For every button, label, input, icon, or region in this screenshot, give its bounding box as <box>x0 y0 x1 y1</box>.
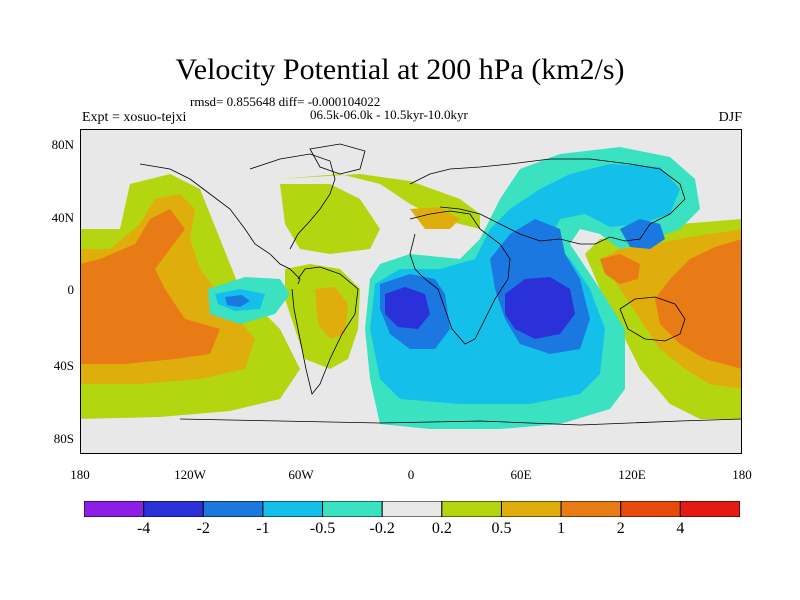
colorbar <box>84 501 740 517</box>
colorbar-swatch <box>441 501 502 517</box>
stats-subtitle: rmsd= 0.855648 diff= -0.000104022 <box>190 94 381 109</box>
lat-tick-label-40s: 40S <box>53 358 74 373</box>
field-central-pacific <box>80 174 300 419</box>
colorbar-swatch <box>84 501 145 517</box>
colorbar-swatch <box>560 501 622 517</box>
lon-tick-label-180w: 180 <box>70 467 90 482</box>
map-plot <box>80 129 742 454</box>
field-north-atlantic <box>280 174 480 254</box>
colorbar-label-6: 0.2 <box>431 520 452 537</box>
colorbar-swatch <box>143 501 204 517</box>
colorbar-swatch <box>322 501 383 517</box>
lon-tick-label-0: 0 <box>407 467 415 482</box>
experiment-label: Expt = xosuo-tejxi <box>82 110 187 125</box>
colorbar-swatch <box>262 501 324 517</box>
field-eastern-pacific <box>208 277 290 324</box>
colorbar-swatch <box>202 501 264 517</box>
colorbar-label-8: 1 <box>557 520 566 537</box>
lat-tick-label-80s: 80S <box>53 431 74 446</box>
colorbar-swatch <box>620 501 681 517</box>
chart-title: Velocity Potential at 200 hPa (km2/s) <box>175 53 625 86</box>
season-label: DJF <box>718 110 742 125</box>
colorbar-swatch <box>381 501 443 517</box>
lat-tick-label-40n: 40N <box>51 210 74 225</box>
colorbar-swatch <box>679 501 740 517</box>
colorbar-label-3: -1 <box>256 520 270 537</box>
lon-tick-label-60w: 60W <box>288 467 314 482</box>
colorbar-label-4: -0.5 <box>309 520 336 537</box>
colorbar-label-10: 4 <box>676 520 685 537</box>
period-label: 06.5k-06.0k - 10.5kyr-10.0kyr <box>310 107 468 122</box>
field-western-pacific <box>585 219 742 419</box>
lon-tick-label-120e: 120E <box>618 467 646 482</box>
colorbar-label-2: -2 <box>196 520 210 537</box>
colorbar-label-5: -0.2 <box>369 520 395 537</box>
colorbar-label-9: 2 <box>616 520 625 537</box>
contour-field <box>80 143 742 429</box>
colorbar-swatch <box>500 501 562 517</box>
lat-tick-label-80n: 80N <box>51 137 74 152</box>
lon-tick-label-120w: 120W <box>174 467 206 482</box>
colorbar-label-1: -4 <box>136 520 151 537</box>
lon-tick-label-60e: 60E <box>510 467 532 482</box>
field-africa-indian-ocean <box>365 147 700 429</box>
map-frame <box>80 129 742 454</box>
colorbar-label-7: 0.5 <box>491 520 512 537</box>
lon-tick-label-180e: 180 <box>732 467 752 482</box>
coastlines <box>139 143 742 426</box>
lat-tick-label-eq: 0 <box>67 282 75 297</box>
